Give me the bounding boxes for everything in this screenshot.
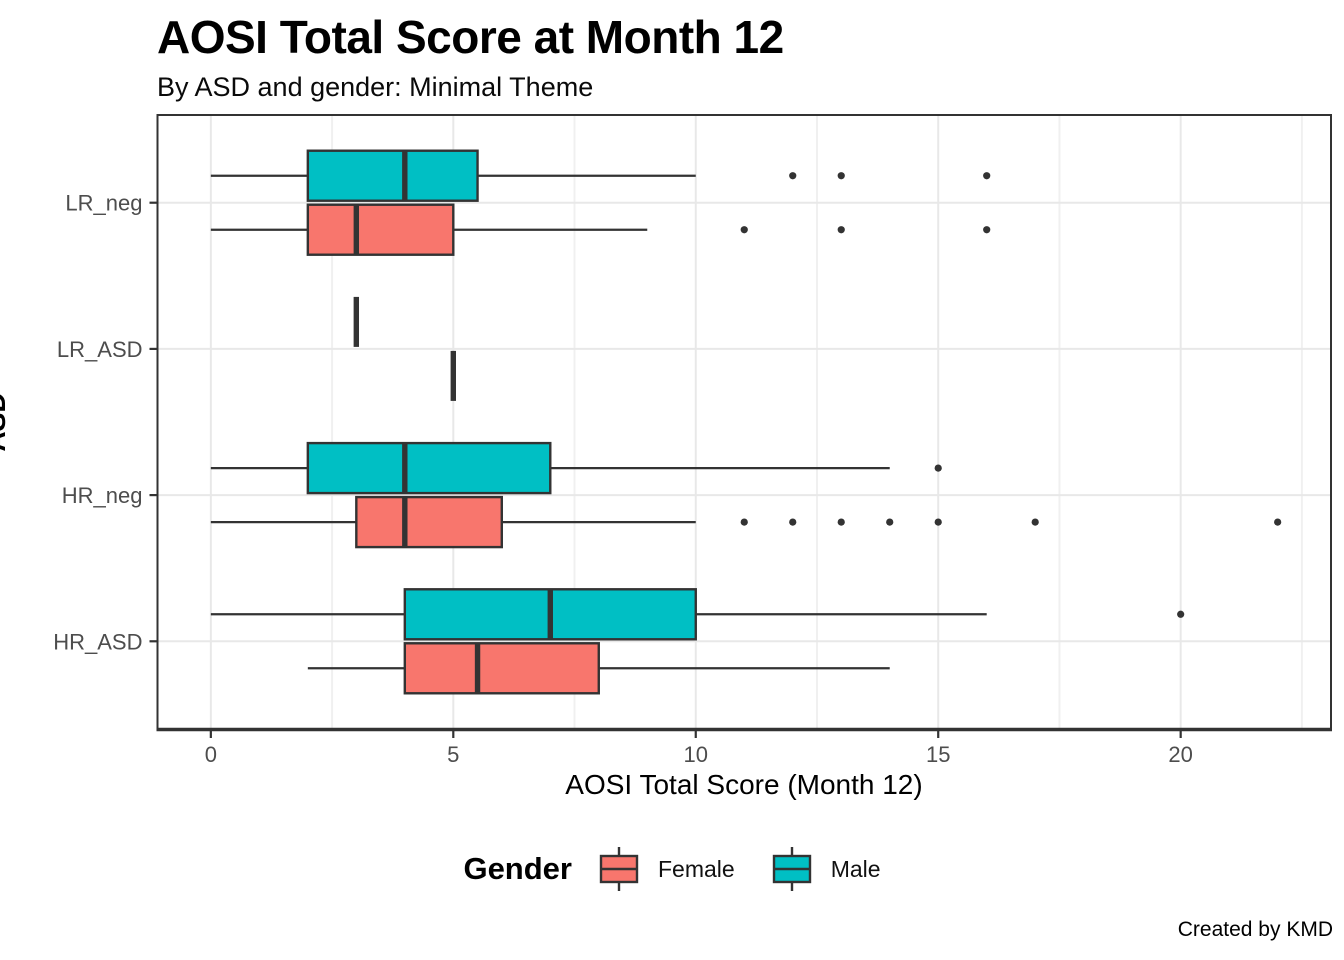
caption: Created by KMD	[1177, 918, 1333, 941]
y-axis-title: ASD	[0, 392, 11, 452]
y-tick-label: HR_neg	[62, 483, 143, 508]
box-lr_neg-male	[210, 149, 991, 202]
y-tick-label: LR_neg	[65, 191, 142, 216]
x-tick-label: 5	[447, 742, 459, 767]
legend-item-label: Male	[830, 855, 881, 882]
legend-item-female: Female	[598, 846, 735, 892]
chart-title: AOSI Total Score at Month 12	[157, 11, 784, 63]
box-hr_asd-male	[210, 588, 1185, 641]
legend-item-male: Male	[771, 846, 881, 892]
x-tick-label: 15	[926, 742, 950, 767]
legend-item-label: Female	[657, 855, 735, 882]
box-hr_neg-female	[210, 495, 1282, 549]
x-tick-label: 20	[1168, 742, 1192, 767]
legend-key-male-icon	[772, 847, 811, 891]
y-tick-label: HR_ASD	[53, 629, 142, 654]
legend-items: Female Male	[598, 846, 881, 892]
boxplots	[210, 149, 1282, 695]
box-lr_neg-female	[210, 203, 991, 256]
legend: Gender Female Male	[0, 838, 1344, 900]
x-tick-label: 10	[684, 742, 708, 767]
box-hr_asd-female	[307, 642, 890, 695]
box-lr_asd-male	[353, 296, 360, 347]
axis-ticks-labels: 0 5 10 15 20 LR_neg LR_ASD HR_neg HR_ASD	[53, 191, 1193, 767]
x-tick-label: 0	[205, 742, 217, 767]
box-lr_asd-female	[450, 350, 456, 401]
legend-key-female-icon	[599, 847, 639, 891]
chart-subtitle: By ASD and gender: Minimal Theme	[157, 72, 594, 102]
y-tick-label: LR_ASD	[57, 337, 143, 362]
box-hr_neg-male	[210, 441, 942, 495]
x-axis-title: AOSI Total Score (Month 12)	[565, 769, 923, 800]
legend-title: Gender	[463, 851, 572, 886]
